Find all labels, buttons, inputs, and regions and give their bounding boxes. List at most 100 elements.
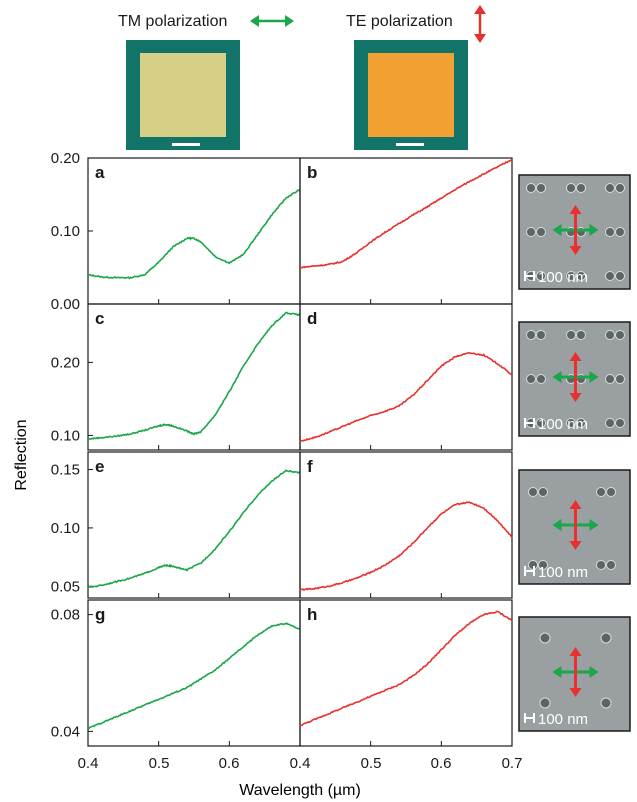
spectrum-line-c	[87, 311, 301, 441]
nanohole	[576, 271, 586, 281]
nanohole	[528, 487, 538, 497]
x-tick-label: 0.7	[502, 755, 523, 772]
scale-bar-label: 100 nm	[538, 269, 588, 286]
nanohole	[526, 227, 536, 237]
nanohole	[615, 374, 625, 384]
nanohole	[576, 183, 586, 193]
panel-frame	[87, 303, 301, 451]
y-axis-label: Reflection	[13, 419, 30, 490]
x-tick-label: 0.4	[290, 755, 311, 772]
x-tick-label: 0.5	[149, 755, 170, 772]
scale-bar-label: 100 nm	[538, 564, 588, 581]
x-tick-label: 0.6	[219, 755, 240, 772]
nanohole	[526, 183, 536, 193]
x-axis-label: Wavelength (µm)	[239, 782, 361, 799]
polarization-cross-icon	[552, 352, 599, 402]
micrograph-4: 100 nm	[518, 616, 631, 732]
x-tick-labels: 0.4 0.5 0.6 0.4 0.5 0.6 0.7	[78, 755, 523, 772]
panel-g: 0.04 0.08 g	[51, 599, 301, 747]
nanohole	[539, 697, 551, 709]
y-tick-label: 0.08	[51, 607, 80, 624]
nanohole	[566, 183, 576, 193]
panel-frame	[87, 451, 301, 599]
nanohole	[539, 632, 551, 644]
y-tick-label: 0.04	[51, 723, 80, 740]
nanohole	[606, 487, 616, 497]
nanohole	[615, 330, 625, 340]
nanohole	[600, 697, 612, 709]
panel-label: g	[95, 605, 105, 624]
y-tick-label: 0.20	[51, 354, 80, 371]
y-tick-label: 0.10	[51, 223, 80, 240]
plot-grid: 0.00 0.10 0.20 a b 0.10 0.20 c d 0.05 0.10 0.15 e f 0.…	[51, 150, 523, 772]
te-arrow-icon	[474, 5, 486, 43]
panel-c: 0.10 0.20 c	[51, 303, 301, 451]
panel-b: b	[299, 157, 513, 305]
micrograph-2: 100 nm	[518, 321, 631, 437]
te-sample-image	[354, 40, 468, 150]
nanohole	[536, 374, 546, 384]
nanohole	[536, 330, 546, 340]
panel-label: c	[95, 309, 104, 328]
panel-h: h	[299, 599, 513, 747]
scale-bar: 100 nm	[524, 564, 588, 581]
tm-polarization-label: TM polarization	[118, 13, 227, 30]
nanohole	[605, 227, 615, 237]
nanohole	[600, 632, 612, 644]
nanohole	[596, 487, 606, 497]
panel-label: d	[307, 309, 317, 328]
nanohole	[596, 560, 606, 570]
panel-label: e	[95, 457, 104, 476]
micrograph-3: 100 nm	[518, 469, 631, 585]
panel-frame	[299, 599, 513, 747]
nanohole	[576, 418, 586, 428]
y-tick-label: 0.10	[51, 520, 80, 537]
spectrum-line-h	[299, 610, 513, 727]
nanohole	[536, 418, 546, 428]
micrograph-1: 100 nm	[518, 174, 631, 290]
y-tick-label: 0.20	[51, 150, 80, 167]
nanohole	[615, 271, 625, 281]
nanohole	[615, 227, 625, 237]
polarization-cross-icon	[552, 205, 599, 255]
te-polarization-label: TE polarization	[346, 13, 453, 30]
panel-f: f	[299, 451, 513, 599]
polarization-cross-icon	[552, 500, 599, 550]
panel-frame	[87, 157, 301, 305]
scale-bar: 100 nm	[524, 711, 588, 728]
spectrum-line-g	[87, 622, 301, 730]
y-tick-label: 0.10	[51, 427, 80, 444]
x-tick-label: 0.6	[431, 755, 452, 772]
nanohole	[526, 330, 536, 340]
panel-label: b	[307, 163, 317, 182]
spectrum-line-a	[87, 188, 301, 280]
y-tick-label: 0.05	[51, 578, 80, 595]
tm-arrow-icon	[250, 15, 294, 27]
panel-frame	[299, 451, 513, 599]
spectrum-line-f	[299, 501, 513, 591]
nanohole	[576, 330, 586, 340]
nanohole	[606, 560, 616, 570]
nanohole	[605, 330, 615, 340]
nanohole	[526, 374, 536, 384]
header: TM polarization TE polarization	[118, 5, 486, 150]
micrograph-column: 100 nm 100 nm 100 nm 100 nm	[518, 174, 631, 732]
scale-bar-label: 100 nm	[538, 416, 588, 433]
nanohole	[615, 418, 625, 428]
nanohole	[615, 183, 625, 193]
nanohole	[566, 330, 576, 340]
nanohole	[605, 418, 615, 428]
nanohole	[605, 271, 615, 281]
panel-frame	[299, 303, 513, 451]
nanohole	[605, 374, 615, 384]
x-tick-label: 0.4	[78, 755, 99, 772]
spectrum-line-e	[87, 469, 301, 589]
polarization-cross-icon	[552, 647, 599, 697]
panel-label: f	[307, 457, 313, 476]
panel-frame	[87, 599, 301, 747]
panel-label: a	[95, 163, 105, 182]
nanohole	[566, 271, 576, 281]
panel-frame	[299, 157, 513, 305]
spectrum-line-b	[299, 158, 513, 269]
